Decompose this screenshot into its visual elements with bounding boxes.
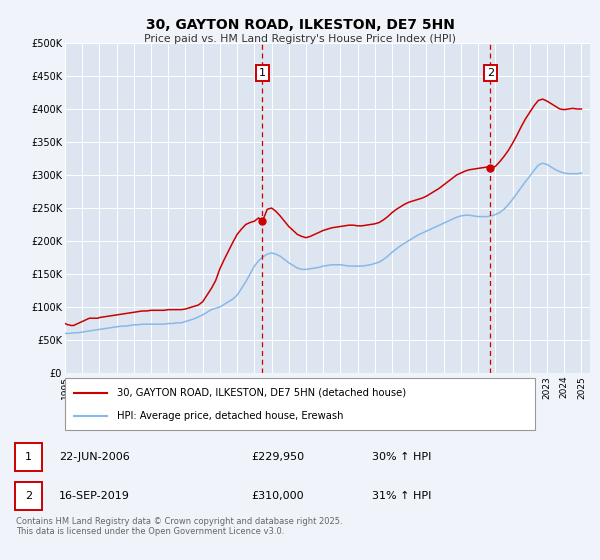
- Text: 1: 1: [259, 68, 266, 78]
- Text: 30% ↑ HPI: 30% ↑ HPI: [372, 452, 431, 462]
- FancyBboxPatch shape: [14, 482, 42, 510]
- Text: HPI: Average price, detached house, Erewash: HPI: Average price, detached house, Erew…: [116, 412, 343, 422]
- Text: £229,950: £229,950: [251, 452, 305, 462]
- Text: 30, GAYTON ROAD, ILKESTON, DE7 5HN (detached house): 30, GAYTON ROAD, ILKESTON, DE7 5HN (deta…: [116, 388, 406, 398]
- Text: 22-JUN-2006: 22-JUN-2006: [59, 452, 130, 462]
- Text: 31% ↑ HPI: 31% ↑ HPI: [372, 491, 431, 501]
- Text: Price paid vs. HM Land Registry's House Price Index (HPI): Price paid vs. HM Land Registry's House …: [144, 34, 456, 44]
- Text: 30, GAYTON ROAD, ILKESTON, DE7 5HN: 30, GAYTON ROAD, ILKESTON, DE7 5HN: [146, 18, 454, 32]
- Text: 2: 2: [487, 68, 494, 78]
- Text: Contains HM Land Registry data © Crown copyright and database right 2025.
This d: Contains HM Land Registry data © Crown c…: [16, 517, 343, 536]
- FancyBboxPatch shape: [65, 378, 535, 430]
- FancyBboxPatch shape: [14, 443, 42, 471]
- Text: 2: 2: [25, 491, 32, 501]
- Text: 16-SEP-2019: 16-SEP-2019: [59, 491, 130, 501]
- Text: £310,000: £310,000: [251, 491, 304, 501]
- Text: 1: 1: [25, 452, 32, 462]
